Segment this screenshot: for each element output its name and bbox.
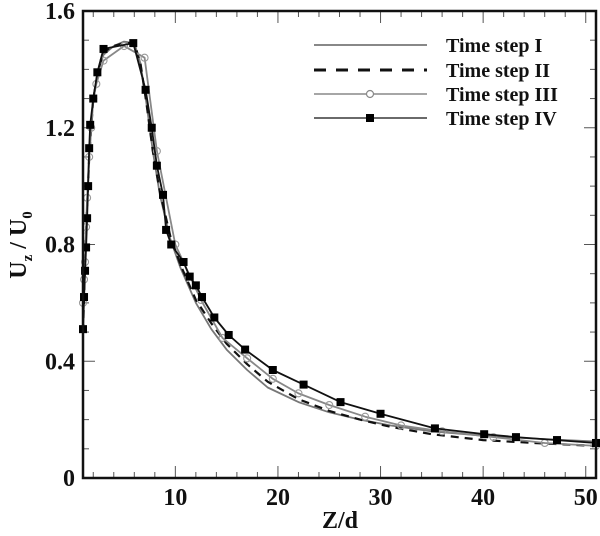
legend-item-time-step-2: Time step II [314, 60, 550, 82]
plot-frame [81, 9, 598, 480]
square-marker-icon [430, 424, 439, 433]
square-marker-icon [553, 436, 562, 445]
square-marker-icon [129, 39, 138, 48]
y-title-main-1: U [6, 261, 32, 278]
square-marker-icon [99, 44, 108, 53]
square-marker-icon [336, 398, 345, 407]
square-marker-icon [141, 85, 150, 94]
square-marker-icon [82, 243, 91, 252]
x-axis-title: Z/d [322, 508, 359, 534]
square-marker-icon [241, 345, 250, 354]
legend-label: Time step IV [446, 108, 557, 130]
y-tick-label: 0.8 [45, 233, 75, 259]
circle-marker-icon [243, 354, 252, 363]
legend-label: Time step I [446, 35, 543, 57]
legend-item-time-step-1: Time step I [314, 35, 543, 57]
circle-marker-icon [152, 147, 161, 156]
circle-marker-icon [361, 412, 370, 421]
square-marker-icon [511, 433, 520, 442]
square-marker-icon [93, 68, 102, 77]
square-marker-icon [81, 266, 90, 275]
circle-marker-icon [365, 89, 375, 99]
x-tick-label: 40 [471, 485, 495, 511]
square-marker-icon [85, 144, 94, 153]
square-marker-icon [224, 330, 233, 339]
x-tick-label: 50 [574, 485, 598, 511]
circle-marker-icon [325, 400, 334, 410]
square-marker-icon [376, 409, 385, 418]
y-title-main-2: U [6, 219, 32, 236]
square-marker-icon [191, 281, 200, 290]
square-marker-icon [179, 258, 188, 267]
legend-item-time-step-4: Time step IV [314, 108, 557, 130]
y-tick-label: 0.4 [45, 349, 75, 375]
x-tick-label: 30 [369, 485, 393, 511]
square-marker-icon [147, 123, 156, 132]
circle-marker-icon [397, 421, 406, 430]
series-4 [79, 39, 600, 447]
svg-text:Uz / U0: Uz / U0 [6, 211, 36, 279]
square-marker-icon [268, 366, 277, 375]
square-marker-icon [198, 293, 207, 302]
square-marker-icon [167, 240, 176, 249]
y-tick-label: 0 [63, 466, 75, 492]
series-layer [78, 39, 600, 450]
square-marker-icon [152, 161, 161, 170]
square-marker-icon [185, 272, 194, 281]
y-title-sep: / [6, 236, 32, 255]
y-tick-labels: 0 0.4 0.8 1.2 1.6 [45, 0, 75, 492]
y-tick-label: 1.6 [45, 0, 75, 25]
legend-label: Time step II [446, 60, 550, 82]
circle-marker-icon [294, 389, 303, 398]
x-tick-label: 10 [163, 485, 187, 511]
y-title-sub-2: 0 [20, 211, 36, 219]
x-tick-label: 20 [266, 485, 290, 511]
y-tick-label: 1.2 [45, 116, 75, 142]
square-marker-icon [210, 313, 219, 322]
circle-marker-icon [268, 374, 277, 383]
square-marker-icon [84, 182, 93, 191]
square-marker-icon [299, 380, 308, 389]
legend-item-time-step-3: Time step III [314, 84, 558, 106]
y-axis-title: Uz / U0 [6, 211, 36, 279]
square-marker-icon [480, 430, 489, 439]
legend: Time step I Time step II Time step III T… [314, 35, 558, 130]
y-title-sub-1: z [20, 254, 36, 261]
square-marker-icon [162, 225, 171, 234]
circle-marker-icon [489, 433, 498, 442]
x-tick-labels: 10 20 30 40 50 [163, 485, 597, 511]
circle-marker-icon [140, 53, 149, 62]
square-marker-icon [86, 120, 95, 129]
square-marker-icon [366, 114, 374, 122]
square-marker-icon [159, 190, 168, 199]
square-marker-icon [89, 94, 98, 103]
legend-label: Time step III [446, 84, 558, 106]
square-marker-icon [83, 214, 92, 223]
